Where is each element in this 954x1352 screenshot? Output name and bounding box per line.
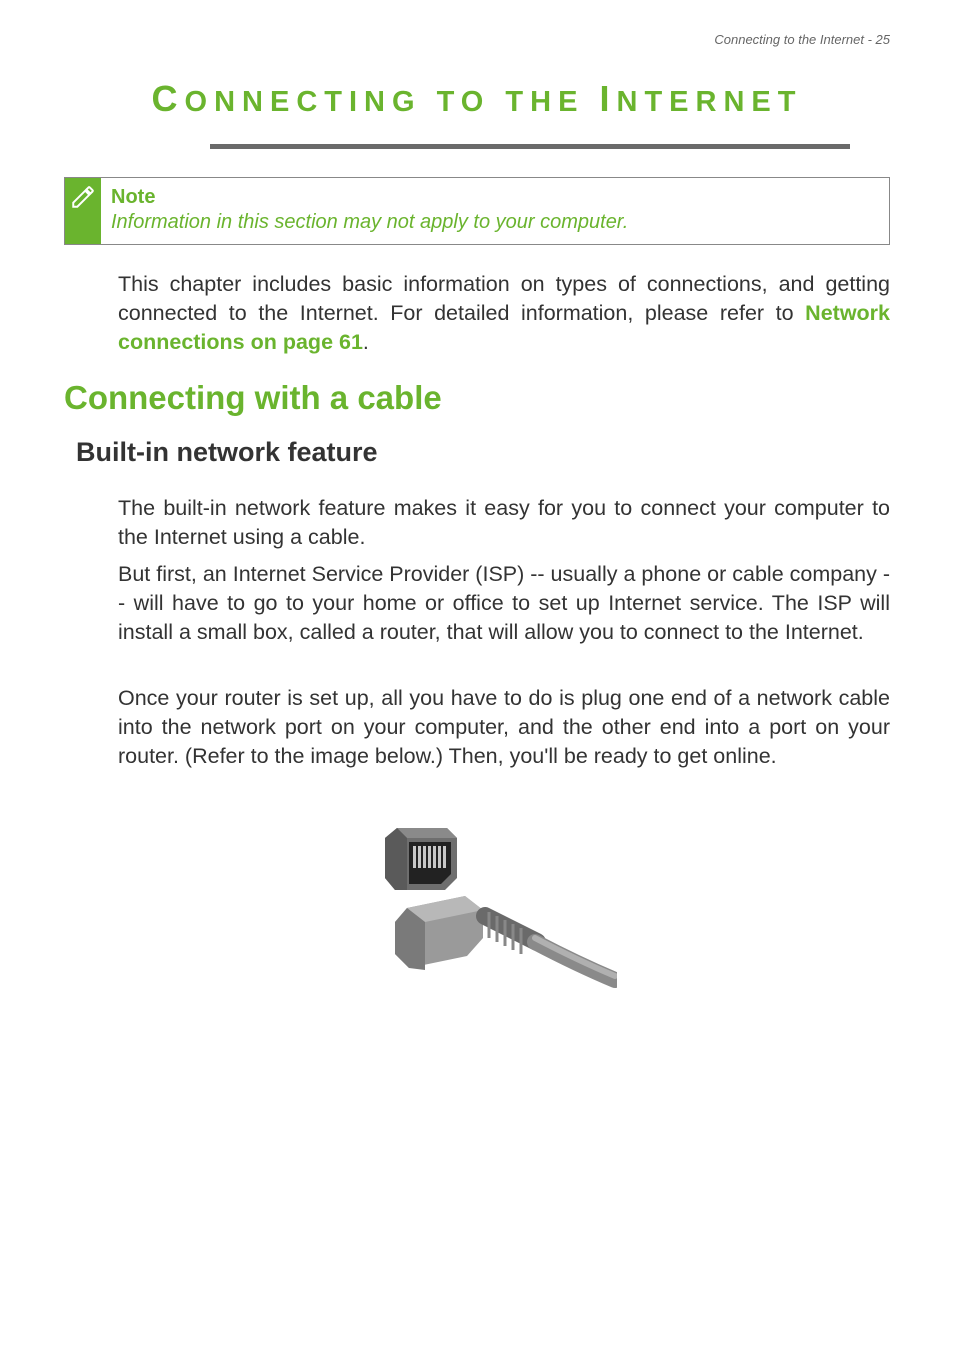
ethernet-cable-icon: [337, 820, 617, 1020]
title-sp3: [584, 86, 599, 118]
title-underline: [210, 144, 850, 149]
subsection-heading: Built-in network feature: [76, 437, 378, 468]
title-p4: NTERNET: [617, 86, 803, 118]
note-body: Information in this section may not appl…: [111, 211, 628, 234]
body-paragraph-1: The built-in network feature makes it ea…: [118, 494, 890, 552]
body-paragraph-3: Once your router is set up, all you have…: [118, 684, 890, 771]
section-heading: Connecting with a cable: [64, 379, 442, 417]
intro-post: .: [363, 330, 369, 354]
pencil-icon: [70, 184, 96, 210]
intro-paragraph: This chapter includes basic information …: [118, 270, 890, 357]
note-text: Note Information in this section may not…: [101, 178, 640, 244]
title-p3: THE: [505, 86, 584, 118]
intro-pre: This chapter includes basic information …: [118, 272, 890, 325]
body-paragraph-2: But first, an Internet Service Provider …: [118, 560, 890, 647]
title-p2: TO: [437, 86, 491, 118]
note-icon-wrap: [65, 178, 101, 244]
title-sp2: [490, 86, 505, 118]
note-label: Note: [111, 186, 628, 209]
note-callout: Note Information in this section may not…: [64, 177, 890, 245]
cable-illustration: [0, 820, 954, 1020]
title-sp1: [422, 86, 437, 118]
page-header: Connecting to the Internet - 25: [714, 32, 890, 47]
title-cap1: C: [152, 78, 185, 119]
title-p1: ONNECTING: [185, 86, 422, 118]
title-cap2: I: [599, 78, 616, 119]
chapter-title: CONNECTING TO THE INTERNET: [0, 78, 954, 120]
